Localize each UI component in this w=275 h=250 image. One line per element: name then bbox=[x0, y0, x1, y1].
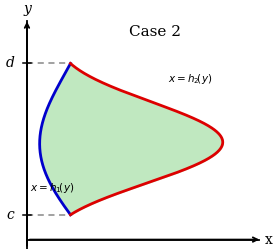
Text: Case 2: Case 2 bbox=[129, 25, 181, 39]
Text: $x=h_1\!\left(y\right)$: $x=h_1\!\left(y\right)$ bbox=[29, 181, 74, 195]
Text: d: d bbox=[5, 56, 14, 70]
Text: x: x bbox=[265, 232, 273, 246]
Text: $x=h_2\!\left(y\right)$: $x=h_2\!\left(y\right)$ bbox=[168, 72, 212, 86]
Text: y: y bbox=[23, 2, 31, 16]
Text: c: c bbox=[6, 208, 14, 222]
